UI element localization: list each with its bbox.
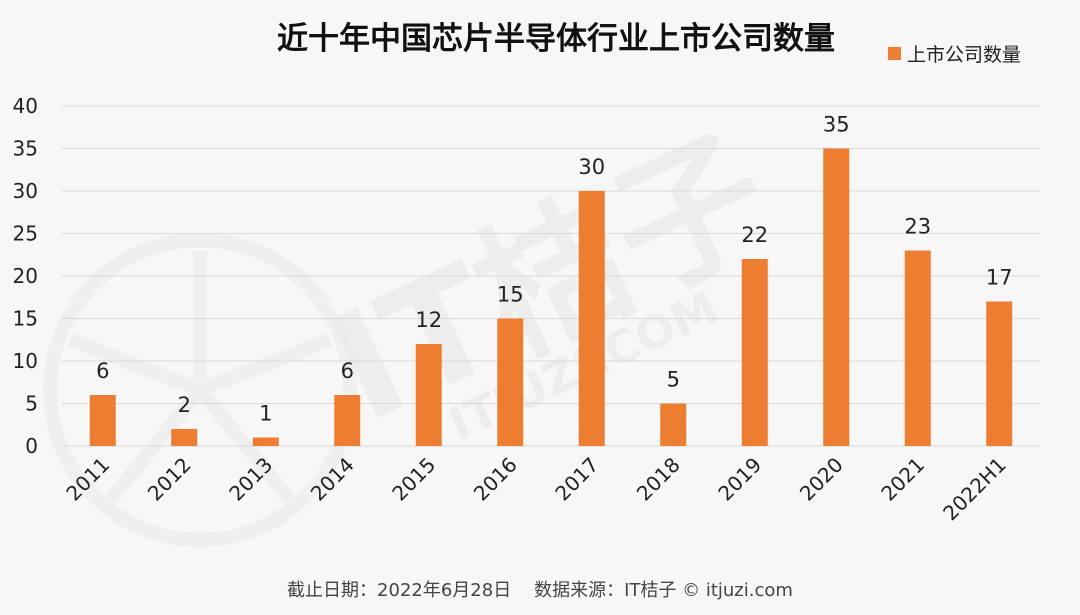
- y-tick-label: 40: [13, 94, 38, 118]
- y-tick-label: 10: [13, 349, 38, 373]
- chart-title: 近十年中国芯片半导体行业上市公司数量: [277, 21, 835, 57]
- data-label-2016: 15: [497, 283, 524, 307]
- footer-source: 截止日期：2022年6月28日 数据来源：IT桔子 © itjuzi.com: [287, 580, 793, 601]
- bar-2018: [660, 403, 687, 446]
- bar-2016: [497, 318, 524, 446]
- y-tick-label: 30: [13, 179, 38, 203]
- bar-2014: [334, 395, 361, 446]
- data-label-2018: 5: [667, 368, 680, 392]
- y-tick-label: 25: [13, 222, 38, 246]
- data-label-2021: 23: [904, 215, 931, 239]
- legend: 上市公司数量: [888, 44, 1021, 66]
- bar-2013: [252, 437, 279, 446]
- data-label-2012: 2: [178, 393, 191, 417]
- x-tick-label: 2019: [713, 453, 766, 506]
- watermark-logo-icon: [43, 233, 357, 547]
- x-tick-label: 2015: [387, 453, 440, 506]
- x-tick-label: 2022H1: [938, 453, 1011, 526]
- gridlines: [62, 105, 1040, 447]
- bar-2022H1: [986, 301, 1013, 446]
- legend-swatch: [888, 47, 901, 60]
- x-tick-label: 2021: [876, 453, 929, 506]
- y-axis: 0 5 10 15 20 25 30 35 40: [13, 94, 38, 458]
- data-label-2015: 12: [415, 308, 442, 332]
- data-label-2020: 35: [823, 113, 850, 137]
- data-label-2019: 22: [741, 223, 768, 247]
- y-tick-label: 5: [25, 392, 38, 416]
- data-label-2011: 6: [96, 359, 109, 383]
- x-tick-label: 2018: [632, 453, 685, 506]
- data-label-2017: 30: [578, 155, 605, 179]
- x-tick-label: 2016: [469, 453, 522, 506]
- bar-2019: [741, 259, 768, 446]
- x-tick-label: 2017: [550, 453, 603, 506]
- x-tick-label: 2020: [795, 453, 848, 506]
- bar-2017: [578, 191, 605, 446]
- bar-2012: [171, 429, 198, 446]
- y-tick-label: 35: [13, 137, 38, 161]
- bar-2020: [823, 148, 850, 446]
- y-tick-label: 20: [13, 264, 38, 288]
- legend-label: 上市公司数量: [907, 44, 1021, 66]
- data-labels: 6 2 1 6 12 15 30 5 22 35 23 17: [96, 113, 1013, 426]
- y-tick-label: 0: [25, 434, 38, 458]
- x-axis: 2011 2012 2013 2014 2015 2016 2017 2018 2019 2020…: [61, 453, 1010, 526]
- data-label-2014: 6: [341, 359, 354, 383]
- bars: [89, 148, 1013, 446]
- bar-2015: [415, 344, 442, 446]
- bar-2011: [89, 395, 116, 446]
- bar-2021: [904, 250, 931, 446]
- data-label-2022H1: 17: [986, 266, 1013, 290]
- data-label-2013: 1: [259, 402, 272, 426]
- y-tick-label: 15: [13, 307, 38, 331]
